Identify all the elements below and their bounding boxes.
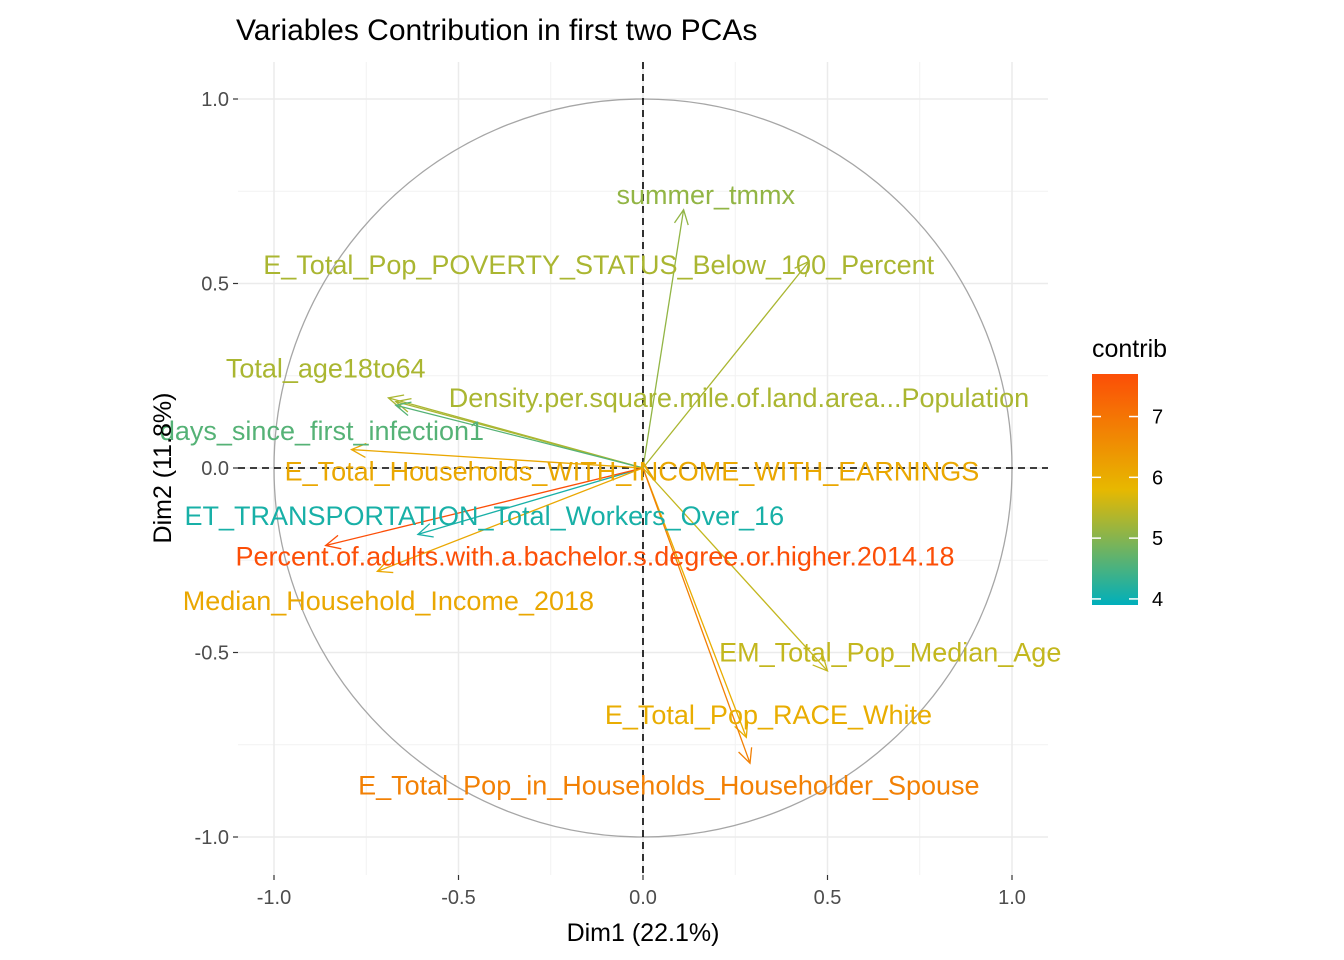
variable-label-8: Median_Household_Income_2018	[183, 586, 594, 616]
legend-title: contrib	[1092, 335, 1167, 363]
x-tick-label-0: -1.0	[257, 887, 291, 909]
variable-arrowhead-5	[349, 442, 367, 458]
variable-arrows	[324, 208, 829, 765]
y-tick-label-0: -1.0	[195, 827, 229, 849]
y-tick-label-1: -0.5	[195, 643, 229, 665]
variable-arrow-8	[377, 467, 644, 572]
variable-label-2: Total_age18to64	[226, 353, 426, 383]
variable-arrowhead-7	[324, 534, 342, 550]
x-tick-label-1: -0.5	[441, 887, 475, 909]
legend-tick-label-1: 5	[1152, 528, 1163, 550]
y-axis: -1.0 -0.5 0.0 0.5 1.0	[195, 89, 238, 849]
variable-label-7: Percent.of.adults.with.a.bachelor.s.degr…	[236, 542, 955, 572]
variable-arrow-11	[642, 467, 751, 764]
variable-label-0: summer_tmmx	[616, 180, 795, 210]
y-tick-label-4: 1.0	[201, 89, 229, 111]
variable-label-1: E_Total_Pop_POVERTY_STATUS_Below_100_Per…	[263, 250, 934, 280]
legend-tick-label-0: 4	[1152, 589, 1163, 611]
variable-arrowhead-3	[394, 397, 412, 413]
x-tick-label-4: 1.0	[998, 887, 1026, 909]
x-tick-label-3: 0.5	[814, 887, 842, 909]
variable-arrow-7	[325, 467, 644, 547]
legend-ticks: 4 5 6 7	[1092, 407, 1163, 611]
variable-arrow-4	[395, 404, 644, 469]
y-tick-label-2: 0.0	[201, 458, 229, 480]
variable-arrowhead-9	[812, 655, 829, 673]
plot-panel: summer_tmmx E_Total_Pop_POVERTY_STATUS_Be…	[160, 62, 1061, 875]
variable-label-4: days_since_first_infection1	[160, 416, 484, 446]
variable-arrow-1	[642, 260, 810, 469]
variable-arrowhead-11	[738, 747, 753, 765]
x-axis-title: Dim1 (22.1%)	[567, 919, 720, 947]
variable-arrow-5	[351, 448, 644, 469]
variable-arrow-9	[642, 467, 828, 672]
legend-colorbar	[1092, 374, 1138, 605]
reference-lines	[238, 62, 1048, 875]
variable-arrow-0	[642, 209, 685, 469]
y-tick-label-3: 0.5	[201, 274, 229, 296]
legend-tick-label-3: 7	[1152, 407, 1163, 429]
variable-label-5: E_Total_Households_WITH_INCOME_WITH_EARN…	[285, 457, 980, 487]
x-axis: -1.0 -0.5 0.0 0.5 1.0	[257, 875, 1026, 909]
variable-arrow-6	[417, 467, 644, 536]
variable-arrowhead-0	[673, 208, 689, 226]
legend-tick-label-2: 6	[1152, 467, 1163, 489]
variable-arrowhead-6	[416, 523, 434, 538]
variable-arrow-10	[642, 467, 747, 738]
variable-label-10: E_Total_Pop_RACE_White	[605, 700, 932, 730]
chart-title: Variables Contribution in first two PCAs	[236, 14, 757, 47]
contrib-legend: contrib 4 5 6 7	[1092, 335, 1167, 611]
variable-arrowhead-8	[375, 559, 394, 574]
variable-label-6: ET_TRANSPORTATION_Total_Workers_Over_16	[184, 501, 784, 531]
variable-label-11: E_Total_Pop_in_Households_Householder_Sp…	[358, 770, 979, 800]
x-tick-label-2: 0.0	[629, 887, 657, 909]
variable-labels: summer_tmmx E_Total_Pop_POVERTY_STATUS_Be…	[160, 180, 1061, 800]
variable-arrowhead-4	[394, 401, 412, 417]
variable-label-3: Density.per.square.mile.of.land.area...P…	[449, 383, 1029, 413]
variable-label-9: EM_Total_Pop_Median_Age	[719, 638, 1061, 668]
variable-arrowhead-1	[794, 260, 810, 278]
y-axis-title: Dim2 (11.8%)	[149, 393, 177, 544]
